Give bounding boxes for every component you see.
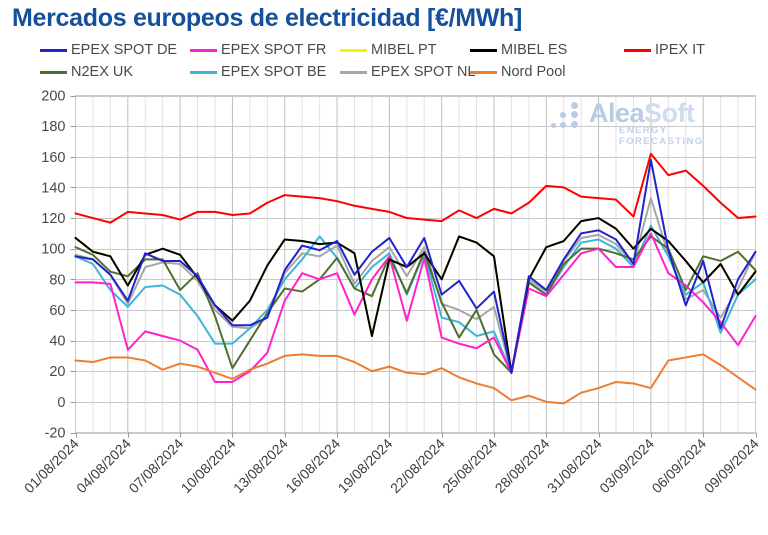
- x-axis-label: 06/09/2024: [648, 435, 709, 496]
- x-axis-label: 16/08/2024: [282, 435, 343, 496]
- x-axis-label: 09/09/2024: [701, 435, 762, 496]
- legend-swatch-icon: [470, 71, 497, 74]
- y-axis-label: 60: [49, 303, 65, 319]
- legend-item-ipex-it[interactable]: IPEX IT: [624, 40, 705, 61]
- legend-label: EPEX SPOT FR: [221, 42, 327, 59]
- legend-item-epex-spot-nl[interactable]: EPEX SPOT NL: [340, 62, 476, 83]
- y-axis-label: 20: [49, 364, 65, 380]
- x-axis-label: 01/08/2024: [21, 435, 82, 496]
- legend-label: Nord Pool: [501, 64, 566, 81]
- series-line-epex-spot-be: [74, 224, 757, 374]
- legend-label: MIBEL PT: [371, 42, 437, 59]
- y-axis-label: 140: [41, 180, 65, 196]
- series-line-epex-spot-nl: [74, 197, 757, 374]
- legend-swatch-icon: [190, 49, 217, 52]
- chart-legend: EPEX SPOT DE EPEX SPOT FR MIBEL PT MIBEL ES…: [18, 40, 763, 84]
- legend-swatch-icon: [190, 71, 217, 74]
- legend-label: N2EX UK: [71, 64, 134, 81]
- series-line-n2ex-uk: [74, 235, 757, 374]
- series-line-ipex-it: [74, 152, 757, 224]
- legend-row-1: N2EX UK EPEX SPOT BE EPEX SPOT NL Nord Pool: [18, 62, 763, 83]
- legend-item-epex-spot-be[interactable]: EPEX SPOT BE: [190, 62, 326, 83]
- legend-swatch-icon: [340, 71, 367, 74]
- x-axis-ticks: [76, 432, 757, 438]
- y-axis-label: 0: [57, 395, 65, 411]
- x-axis-label: 31/08/2024: [544, 435, 605, 496]
- legend-swatch-icon: [40, 49, 67, 52]
- x-axis-label: 19/08/2024: [335, 435, 396, 496]
- legend-label: IPEX IT: [655, 42, 705, 59]
- grid-minor-lines: [92, 95, 756, 433]
- legend-item-mibel-pt[interactable]: MIBEL PT: [340, 40, 437, 61]
- x-axis-label: 04/08/2024: [73, 435, 134, 496]
- legend-swatch-icon: [340, 49, 367, 52]
- legend-swatch-icon: [40, 71, 67, 74]
- y-axis-label: 40: [49, 334, 65, 350]
- series-line-epex-spot-de: [74, 158, 757, 374]
- x-axis-label: 07/08/2024: [125, 435, 186, 496]
- x-axis-tick-labels: 01/08/202404/08/202407/08/202410/08/2024…: [21, 435, 762, 496]
- y-axis-label: 180: [41, 119, 65, 135]
- y-axis-label: 160: [41, 150, 65, 166]
- series-line-epex-spot-fr: [74, 232, 757, 383]
- x-axis-label: 13/08/2024: [230, 435, 291, 496]
- page-title: Mercados europeos de electricidad [€/MWh…: [12, 4, 523, 32]
- y-axis-label: 200: [41, 89, 65, 105]
- legend-swatch-icon: [470, 49, 497, 52]
- legend-item-epex-spot-de[interactable]: EPEX SPOT DE: [40, 40, 177, 61]
- x-axis-label: 10/08/2024: [178, 435, 239, 496]
- legend-item-n2ex-uk[interactable]: N2EX UK: [40, 62, 133, 83]
- legend-item-epex-spot-fr[interactable]: EPEX SPOT FR: [190, 40, 326, 61]
- legend-row-0: EPEX SPOT DE EPEX SPOT FR MIBEL PT MIBEL ES…: [18, 40, 763, 61]
- y-axis-ticks: [70, 96, 76, 434]
- chart-series-group: [74, 152, 757, 405]
- x-axis-label: 28/08/2024: [492, 435, 553, 496]
- x-axis-label: 22/08/2024: [387, 435, 448, 496]
- y-axis-label: 120: [41, 211, 65, 227]
- series-line-mibel-es: [74, 217, 757, 374]
- legend-item-nord-pool[interactable]: Nord Pool: [470, 62, 565, 83]
- legend-label: MIBEL ES: [501, 42, 568, 59]
- series-line-nord-pool: [74, 353, 757, 405]
- legend-label: EPEX SPOT DE: [71, 42, 178, 59]
- plot-area-border: [75, 95, 756, 433]
- legend-label: EPEX SPOT NL: [371, 64, 476, 81]
- x-axis-label: 03/09/2024: [596, 435, 657, 496]
- y-axis-label: 100: [41, 242, 65, 258]
- legend-label: EPEX SPOT BE: [221, 64, 327, 81]
- legend-item-mibel-es[interactable]: MIBEL ES: [470, 40, 567, 61]
- x-axis-label: 25/08/2024: [439, 435, 500, 496]
- legend-swatch-icon: [624, 49, 651, 52]
- y-axis-label: -20: [45, 426, 66, 442]
- y-axis-label: 80: [49, 272, 65, 288]
